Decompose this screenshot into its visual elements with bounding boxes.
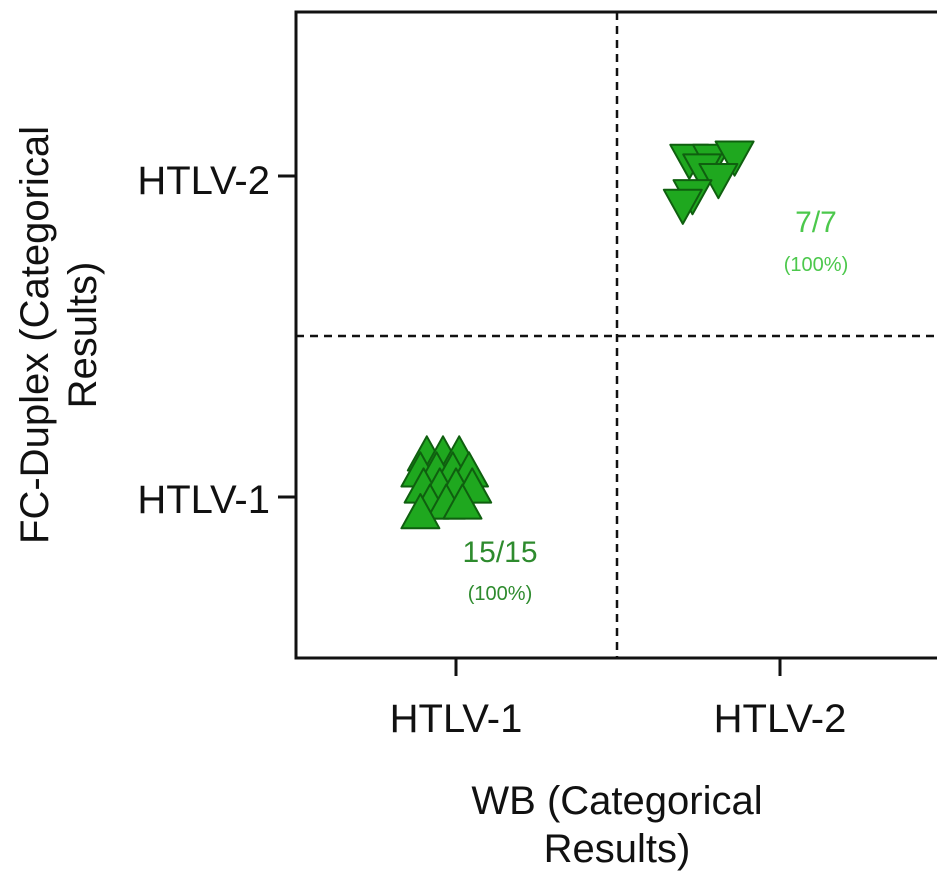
htlv1-count-annotation: 15/15 — [462, 536, 537, 569]
y-axis-title-line1: FC-Duplex (Categorical — [13, 126, 57, 544]
x-tick-label-htlv1: HTLV-1 — [390, 697, 523, 741]
x-axis-title-line1: WB (Categorical — [471, 779, 762, 823]
y-axis-title-line2: Results) — [61, 262, 105, 409]
htlv2-count-annotation: 7/7 — [795, 206, 837, 239]
data-point-htlv-2-3 — [714, 140, 755, 177]
data-point-htlv-1-15 — [400, 493, 441, 530]
y-tick-label-htlv1: HTLV-1 — [137, 478, 270, 522]
x-axis-title-line2: Results) — [544, 827, 691, 871]
data-point-htlv-2-7 — [662, 188, 703, 225]
htlv1-percent-annotation: (100%) — [468, 583, 532, 605]
x-tick-label-htlv2: HTLV-2 — [714, 697, 847, 741]
marks-layer — [400, 140, 755, 530]
data-point-htlv-1-14 — [442, 483, 483, 520]
y-tick-label-htlv2: HTLV-2 — [137, 159, 270, 203]
htlv2-percent-annotation: (100%) — [784, 254, 848, 276]
